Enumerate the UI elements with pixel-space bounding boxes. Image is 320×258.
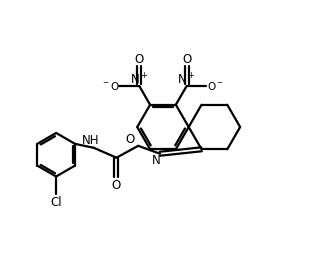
Text: O$^-$: O$^-$: [207, 80, 224, 92]
Text: N: N: [152, 154, 160, 167]
Text: O: O: [112, 179, 121, 192]
Text: Cl: Cl: [50, 196, 62, 209]
Text: N$^+$: N$^+$: [178, 72, 196, 88]
Text: N$^+$: N$^+$: [130, 72, 148, 88]
Text: O: O: [126, 133, 135, 146]
Text: NH: NH: [82, 134, 100, 147]
Text: O: O: [182, 53, 191, 66]
Text: O: O: [135, 53, 144, 66]
Text: $^-$O: $^-$O: [101, 80, 120, 92]
